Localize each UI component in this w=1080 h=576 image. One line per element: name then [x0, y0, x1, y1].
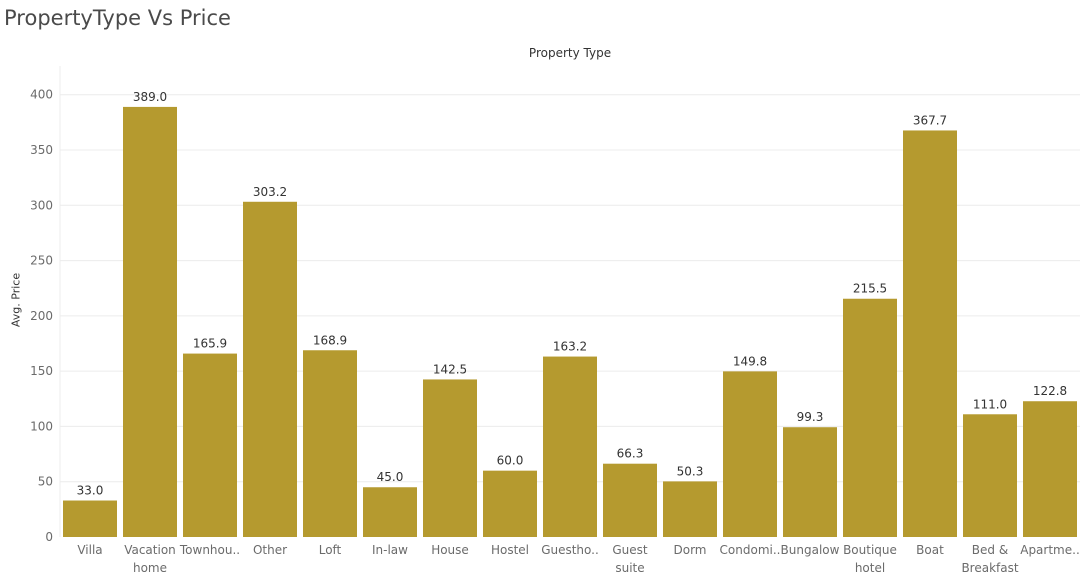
data-label: 66.3: [617, 447, 644, 461]
data-label: 45.0: [377, 470, 404, 484]
data-label: 367.7: [913, 113, 947, 127]
bar: [483, 470, 537, 537]
y-tick-label: 350: [30, 143, 53, 157]
x-tick-label: Dorm: [674, 543, 707, 557]
bar: [183, 353, 237, 537]
x-tick-label: Vacation: [124, 543, 176, 557]
bars: [63, 106, 1077, 538]
data-label: 122.8: [1033, 384, 1067, 398]
x-tick-label: Condomi..: [720, 543, 781, 557]
bar: [1023, 401, 1077, 537]
x-tick-label: suite: [615, 561, 644, 575]
bar: [543, 356, 597, 537]
x-tick-label: Villa: [77, 543, 102, 557]
x-tick-label: Other: [253, 543, 287, 557]
x-tick-label: Boat: [916, 543, 944, 557]
x-tick-label: Loft: [319, 543, 342, 557]
y-tick-label: 50: [38, 475, 53, 489]
x-tick-label: Breakfast: [961, 561, 1018, 575]
bar: [963, 414, 1017, 537]
x-tick-label: home: [133, 561, 167, 575]
data-label: 50.3: [677, 464, 704, 478]
y-axis-ticks: 0 50 100 150 200 250 300 350 400: [30, 88, 53, 544]
data-label: 149.8: [733, 354, 767, 368]
data-label: 303.2: [253, 185, 287, 199]
x-tick-label: Hostel: [491, 543, 529, 557]
bar: [423, 379, 477, 537]
bar: [603, 463, 657, 537]
bar: [123, 106, 177, 537]
bar: [723, 371, 777, 537]
data-label: 165.9: [193, 337, 227, 351]
y-tick-label: 300: [30, 198, 53, 212]
data-label: 99.3: [797, 410, 824, 424]
bar: [363, 487, 417, 537]
bar: [903, 130, 957, 538]
data-label: 142.5: [433, 362, 467, 376]
y-tick-label: 0: [45, 530, 53, 544]
data-label: 389.0: [133, 90, 167, 104]
data-label: 111.0: [973, 397, 1007, 411]
x-tick-label: Guest: [612, 543, 648, 557]
x-tick-label: House: [431, 543, 469, 557]
x-tick-label: Bed &: [972, 543, 1008, 557]
x-tick-label: Guestho..: [541, 543, 599, 557]
data-label: 168.9: [313, 333, 347, 347]
x-tick-label: In-law: [372, 543, 408, 557]
bar: [63, 500, 117, 537]
data-label: 33.0: [77, 484, 104, 498]
y-tick-label: 150: [30, 364, 53, 378]
data-labels: 33.0 389.0 165.9 303.2 168.9 45.0 142.5 60.0 163…: [77, 90, 1068, 498]
bar: [843, 298, 897, 537]
x-axis-title: Property Type: [528, 46, 612, 60]
bar: [783, 427, 837, 537]
bar: [303, 350, 357, 537]
x-tick-label: Apartme..: [1020, 543, 1080, 557]
page-title: PropertyType Vs Price: [4, 6, 231, 30]
x-axis-category-labels: Villa Vacation home Townhou.. Other Loft In-la…: [77, 543, 1079, 575]
data-label: 60.0: [497, 454, 524, 468]
bar: [243, 201, 297, 537]
x-tick-label: Boutique: [843, 543, 897, 557]
y-tick-label: 100: [30, 419, 53, 433]
bar: [663, 481, 717, 537]
data-label: 215.5: [853, 282, 887, 296]
data-label: 163.2: [553, 340, 587, 354]
x-tick-label: Bungalow: [781, 543, 840, 557]
y-tick-label: 200: [30, 309, 53, 323]
y-tick-label: 400: [30, 88, 53, 102]
x-tick-label: Townhou..: [179, 543, 240, 557]
y-tick-label: 250: [30, 254, 53, 268]
x-tick-label: hotel: [855, 561, 885, 575]
